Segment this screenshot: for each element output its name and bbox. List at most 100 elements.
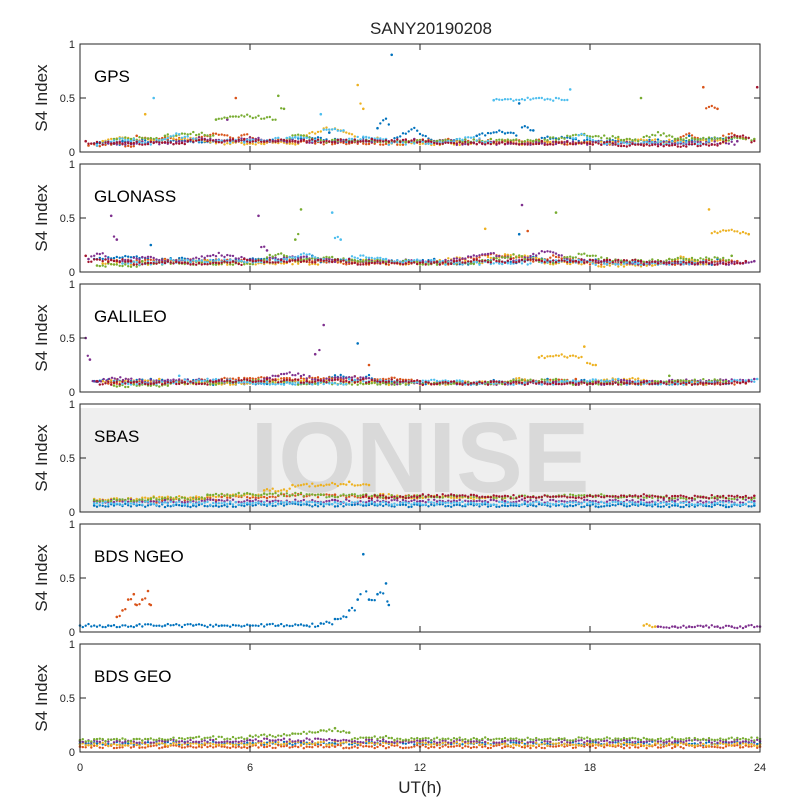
data-point xyxy=(277,261,280,264)
data-point xyxy=(305,260,308,263)
data-point xyxy=(229,261,232,264)
data-point xyxy=(622,378,626,382)
data-point xyxy=(294,134,297,137)
data-point xyxy=(348,137,351,140)
data-point xyxy=(464,259,467,263)
data-point xyxy=(291,373,294,377)
data-point xyxy=(444,263,447,266)
y-tick-label: 0.5 xyxy=(60,213,75,225)
data-point xyxy=(730,379,733,383)
data-point xyxy=(282,254,286,257)
data-point xyxy=(696,262,699,265)
data-point xyxy=(472,138,475,141)
data-point xyxy=(331,128,334,131)
data-point xyxy=(229,502,232,506)
data-point xyxy=(597,383,600,386)
data-point xyxy=(458,382,461,386)
data-point xyxy=(421,138,424,142)
data-point xyxy=(223,116,226,119)
data-point xyxy=(560,257,563,260)
data-point xyxy=(730,382,733,385)
chart-title: SANY20190208 xyxy=(370,19,492,38)
data-point xyxy=(401,141,405,144)
data-point xyxy=(314,262,317,266)
data-point xyxy=(484,380,487,383)
data-point xyxy=(483,227,487,231)
data-point xyxy=(427,260,430,263)
data-point xyxy=(410,379,413,383)
data-point xyxy=(330,211,334,214)
data-point xyxy=(268,253,271,257)
data-point xyxy=(688,263,691,266)
data-point xyxy=(495,255,498,258)
data-point xyxy=(226,118,229,121)
data-point xyxy=(702,138,705,142)
data-point xyxy=(152,382,155,385)
data-point xyxy=(637,143,640,146)
data-point xyxy=(529,262,532,265)
data-point xyxy=(591,143,594,146)
data-point xyxy=(583,378,586,382)
data-point xyxy=(648,144,651,147)
data-point xyxy=(237,262,240,266)
data-point xyxy=(299,374,303,378)
data-point xyxy=(526,229,529,233)
data-point xyxy=(336,129,339,132)
data-point xyxy=(376,383,379,386)
data-point xyxy=(617,258,620,262)
data-point xyxy=(189,380,192,383)
data-point xyxy=(512,504,515,507)
data-point xyxy=(220,141,223,144)
data-point xyxy=(478,141,481,144)
data-point xyxy=(611,378,614,381)
data-point xyxy=(243,141,246,144)
data-point xyxy=(407,505,410,509)
data-point xyxy=(492,131,495,134)
data-point xyxy=(702,260,705,264)
data-point xyxy=(464,138,467,141)
data-point xyxy=(702,258,705,261)
data-point xyxy=(161,136,164,140)
data-point xyxy=(124,141,127,144)
data-point xyxy=(251,258,254,261)
data-point xyxy=(467,143,470,146)
data-point xyxy=(294,143,297,146)
data-point xyxy=(102,377,105,381)
data-point xyxy=(180,504,184,508)
data-point xyxy=(518,140,521,143)
data-point xyxy=(716,263,719,266)
data-point xyxy=(617,263,620,266)
data-point xyxy=(152,96,155,100)
data-point xyxy=(260,142,263,145)
data-point xyxy=(543,260,546,264)
data-point xyxy=(716,144,719,147)
data-point xyxy=(282,138,286,142)
data-point xyxy=(747,136,750,140)
data-point xyxy=(588,137,592,140)
data-point xyxy=(696,143,699,146)
data-point xyxy=(518,260,521,263)
data-point xyxy=(141,263,144,266)
data-point xyxy=(628,261,631,264)
data-point xyxy=(110,137,113,141)
data-point xyxy=(676,141,679,144)
data-point xyxy=(620,144,623,148)
data-point xyxy=(518,254,521,257)
data-point xyxy=(467,136,470,139)
data-point xyxy=(152,137,155,141)
data-point xyxy=(560,353,563,356)
data-point xyxy=(588,254,592,258)
data-point xyxy=(730,135,733,138)
data-point xyxy=(557,378,560,381)
data-point xyxy=(404,143,407,146)
data-point xyxy=(452,140,456,143)
data-point xyxy=(450,505,453,508)
data-point xyxy=(702,85,705,89)
data-point xyxy=(265,116,269,119)
data-point xyxy=(260,380,263,383)
data-point xyxy=(311,383,314,386)
data-point xyxy=(112,263,116,266)
data-point xyxy=(311,130,314,134)
data-point xyxy=(265,377,269,381)
data-point xyxy=(135,134,138,138)
